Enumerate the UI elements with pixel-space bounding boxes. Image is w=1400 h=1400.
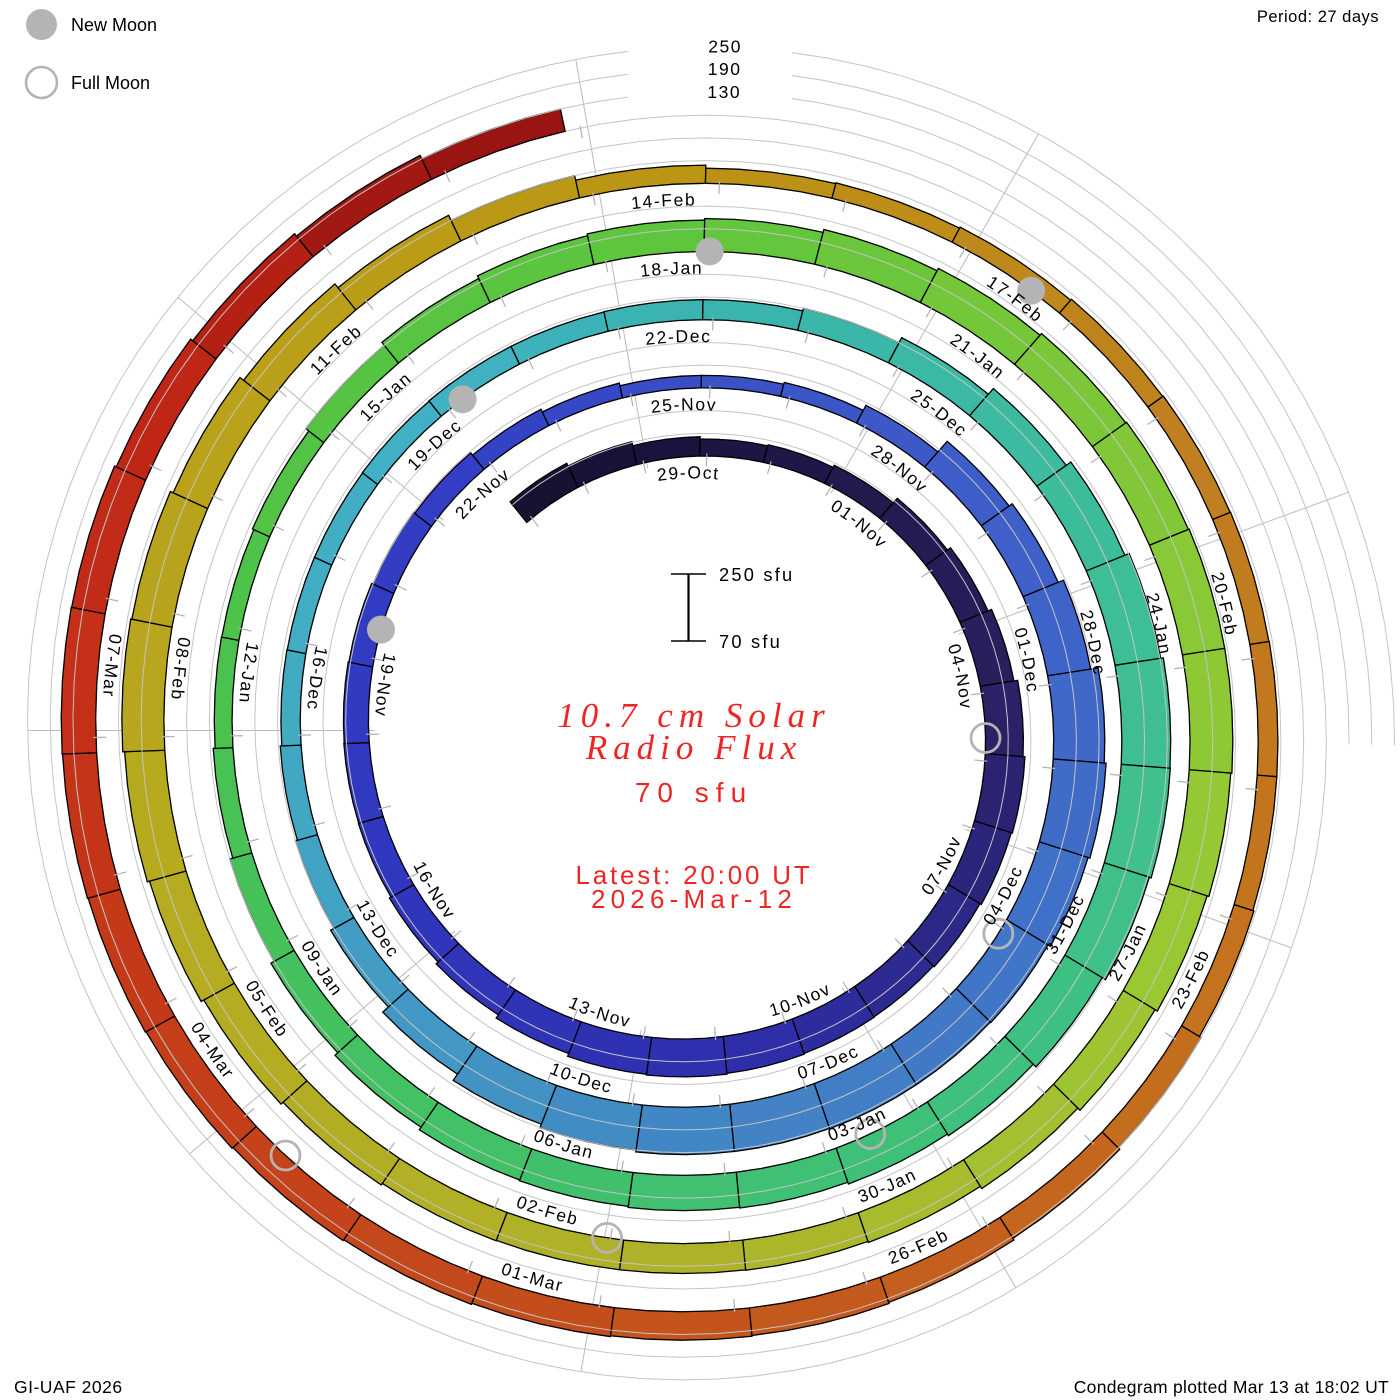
svg-text:70 sfu: 70 sfu <box>719 631 782 652</box>
svg-text:New Moon: New Moon <box>71 15 157 35</box>
svg-text:14-Feb: 14-Feb <box>630 190 696 214</box>
svg-text:Period: 27 days: Period: 27 days <box>1257 8 1379 26</box>
svg-text:2026-Mar-12: 2026-Mar-12 <box>591 884 797 914</box>
svg-text:Full Moon: Full Moon <box>71 73 150 93</box>
svg-text:10.7 cm Solar: 10.7 cm Solar <box>557 696 830 735</box>
svg-text:Condegram plotted Mar 13 at 18: Condegram plotted Mar 13 at 18:02 UT <box>1074 1377 1389 1397</box>
svg-text:GI-UAF 2026: GI-UAF 2026 <box>14 1377 123 1397</box>
svg-text:22-Dec: 22-Dec <box>644 326 712 349</box>
svg-text:29-Oct: 29-Oct <box>656 462 721 485</box>
svg-text:250: 250 <box>708 37 742 57</box>
svg-text:190: 190 <box>708 59 742 79</box>
svg-text:130: 130 <box>707 82 741 102</box>
svg-text:Latest: 20:00 UT: Latest: 20:00 UT <box>575 860 812 890</box>
svg-text:70 sfu: 70 sfu <box>635 777 753 808</box>
svg-text:Radio Flux: Radio Flux <box>585 728 803 767</box>
svg-text:18-Jan: 18-Jan <box>639 258 703 281</box>
svg-text:250 sfu: 250 sfu <box>719 564 794 585</box>
svg-text:25-Nov: 25-Nov <box>650 394 718 417</box>
